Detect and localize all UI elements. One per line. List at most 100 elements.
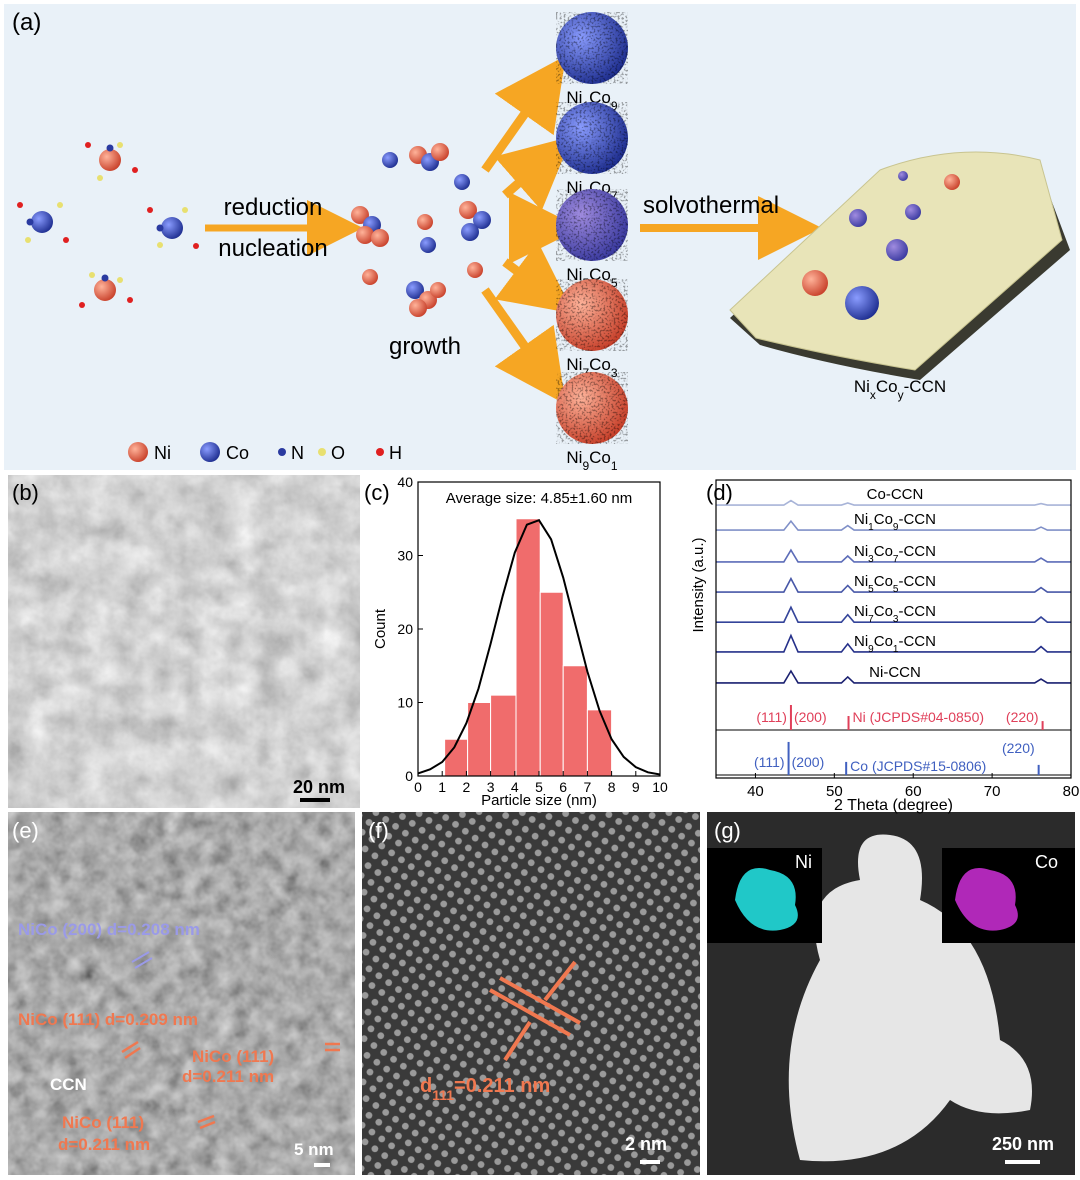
panel-label: (d)	[706, 480, 733, 505]
formula-part: y	[898, 388, 904, 402]
formula-part: 3	[611, 366, 618, 380]
xrd-trace	[716, 548, 1071, 563]
scale-label: 5 nm	[294, 1140, 334, 1159]
formula-part: Ni	[854, 377, 870, 396]
lattice-label: NiCo (111)	[62, 1113, 144, 1132]
legend-label: N	[291, 443, 304, 463]
tem-image-b	[8, 475, 360, 808]
formula-part: 9	[868, 643, 874, 654]
formula-part: 111	[432, 1087, 454, 1103]
xrd-trace	[716, 576, 1071, 593]
reference-label: Ni (JCPDS#04-0850)	[853, 709, 985, 725]
trace-label: Co-CCN	[867, 486, 924, 503]
x-tick-label: 9	[632, 779, 640, 795]
y-axis-label: Count	[372, 608, 389, 649]
panel-label: (c)	[364, 480, 390, 505]
bar	[562, 665, 588, 777]
x-tick-label: 10	[652, 779, 668, 795]
legend-label: Ni	[154, 443, 171, 463]
panel-label: (f)	[368, 818, 389, 843]
legend-label: H	[389, 443, 402, 463]
x-axis-label: 2 Theta (degree)	[834, 797, 953, 814]
legend-swatch	[376, 448, 384, 456]
lattice-label: d111=0.211 nm	[420, 1075, 550, 1103]
trace-label: Ni1Co9-CCN	[854, 511, 936, 533]
formula-part: 1	[893, 643, 899, 654]
formula-part: Ni	[566, 355, 582, 374]
scale-label: 2 nm	[625, 1134, 667, 1154]
xrd-trace	[716, 499, 1071, 506]
plot-frame	[715, 479, 1072, 779]
formula-part: Co	[874, 511, 893, 528]
x-tick-label: 60	[905, 783, 922, 800]
formula-part: d	[420, 1075, 432, 1097]
trace-label: Ni3Co7-CCN	[854, 543, 936, 565]
panel-label: (e)	[12, 818, 39, 843]
hrtem-image-e	[8, 812, 355, 1175]
formula-part: 5	[893, 584, 899, 595]
formula-part: -CCN	[898, 633, 936, 650]
y-tick-label: 40	[397, 474, 413, 490]
formula-part: 9	[582, 459, 589, 473]
x-tick-label: 0	[414, 779, 422, 795]
legend-swatch	[200, 442, 220, 462]
step-label: reduction	[224, 194, 323, 221]
x-tick-label: 4	[511, 779, 519, 795]
y-axis-label: Intensity (a.u.)	[690, 537, 707, 632]
xrd-trace	[716, 605, 1071, 623]
map-label: Ni	[795, 852, 812, 872]
xrd-trace	[716, 519, 1071, 531]
hkl-label: (111)	[756, 709, 787, 725]
x-tick-label: 70	[984, 783, 1001, 800]
trace-label: Ni5Co5-CCN	[854, 573, 936, 595]
y-tick-label: 10	[397, 695, 413, 711]
legend-label: O	[331, 443, 345, 463]
step-label: solvothermal	[643, 192, 779, 219]
scale-label: 20 nm	[293, 777, 345, 797]
lattice-markers	[131, 951, 153, 969]
formula-part: 1	[868, 522, 874, 533]
ni-map-signal	[735, 868, 798, 931]
reference-label: Co (JCPDS#15-0806)	[850, 758, 986, 774]
formula-part: Co	[874, 603, 893, 620]
x-tick-label: 5	[535, 779, 543, 795]
y-tick-label: 30	[397, 548, 413, 564]
alloy-texture	[556, 189, 628, 261]
formula-part: 1	[611, 459, 618, 473]
formula-part: =0.211 nm	[454, 1075, 550, 1097]
formula-part: Co	[589, 448, 611, 467]
x-tick-label: 7	[584, 779, 592, 795]
formula-part: Co	[876, 377, 898, 396]
bar	[467, 702, 492, 777]
formula-part: Ni	[854, 511, 868, 528]
formula-part: 3	[893, 614, 899, 625]
lattice-markers	[121, 960, 581, 1130]
formula-part: 5	[611, 276, 618, 290]
hkl-label: (111)	[754, 754, 785, 770]
formula-part: -CCN	[898, 511, 936, 528]
formula-part: 9	[893, 522, 899, 533]
trace-label: Ni7Co3-CCN	[854, 603, 936, 625]
hkl-label: (200)	[794, 709, 827, 725]
legend-swatch	[128, 442, 148, 462]
x-axis-label: Particle size (nm)	[481, 792, 597, 809]
map-label: Co	[1035, 852, 1058, 872]
formula-part: -CCN	[898, 573, 936, 590]
formula-part: Ni	[854, 543, 868, 560]
lattice-label: d=0.211 nm	[182, 1067, 274, 1086]
formula-part: 7	[868, 614, 874, 625]
lattice-label: NiCo (111)	[192, 1047, 274, 1066]
formula-part: Ni	[566, 265, 582, 284]
panel-label: (a)	[12, 9, 41, 36]
formula-part: 7	[893, 553, 899, 564]
formula-part: Co-CCN	[867, 486, 924, 503]
lattice-label: d=0.211 nm	[58, 1135, 150, 1154]
y-tick-label: 20	[397, 621, 413, 637]
hkl-label: (220)	[1002, 740, 1035, 756]
x-tick-label: 6	[559, 779, 567, 795]
formula-part: -CCN	[904, 377, 947, 396]
formula-part: Co	[589, 355, 611, 374]
trace-label: Ni-CCN	[869, 664, 921, 681]
x-tick-label: 50	[826, 783, 843, 800]
